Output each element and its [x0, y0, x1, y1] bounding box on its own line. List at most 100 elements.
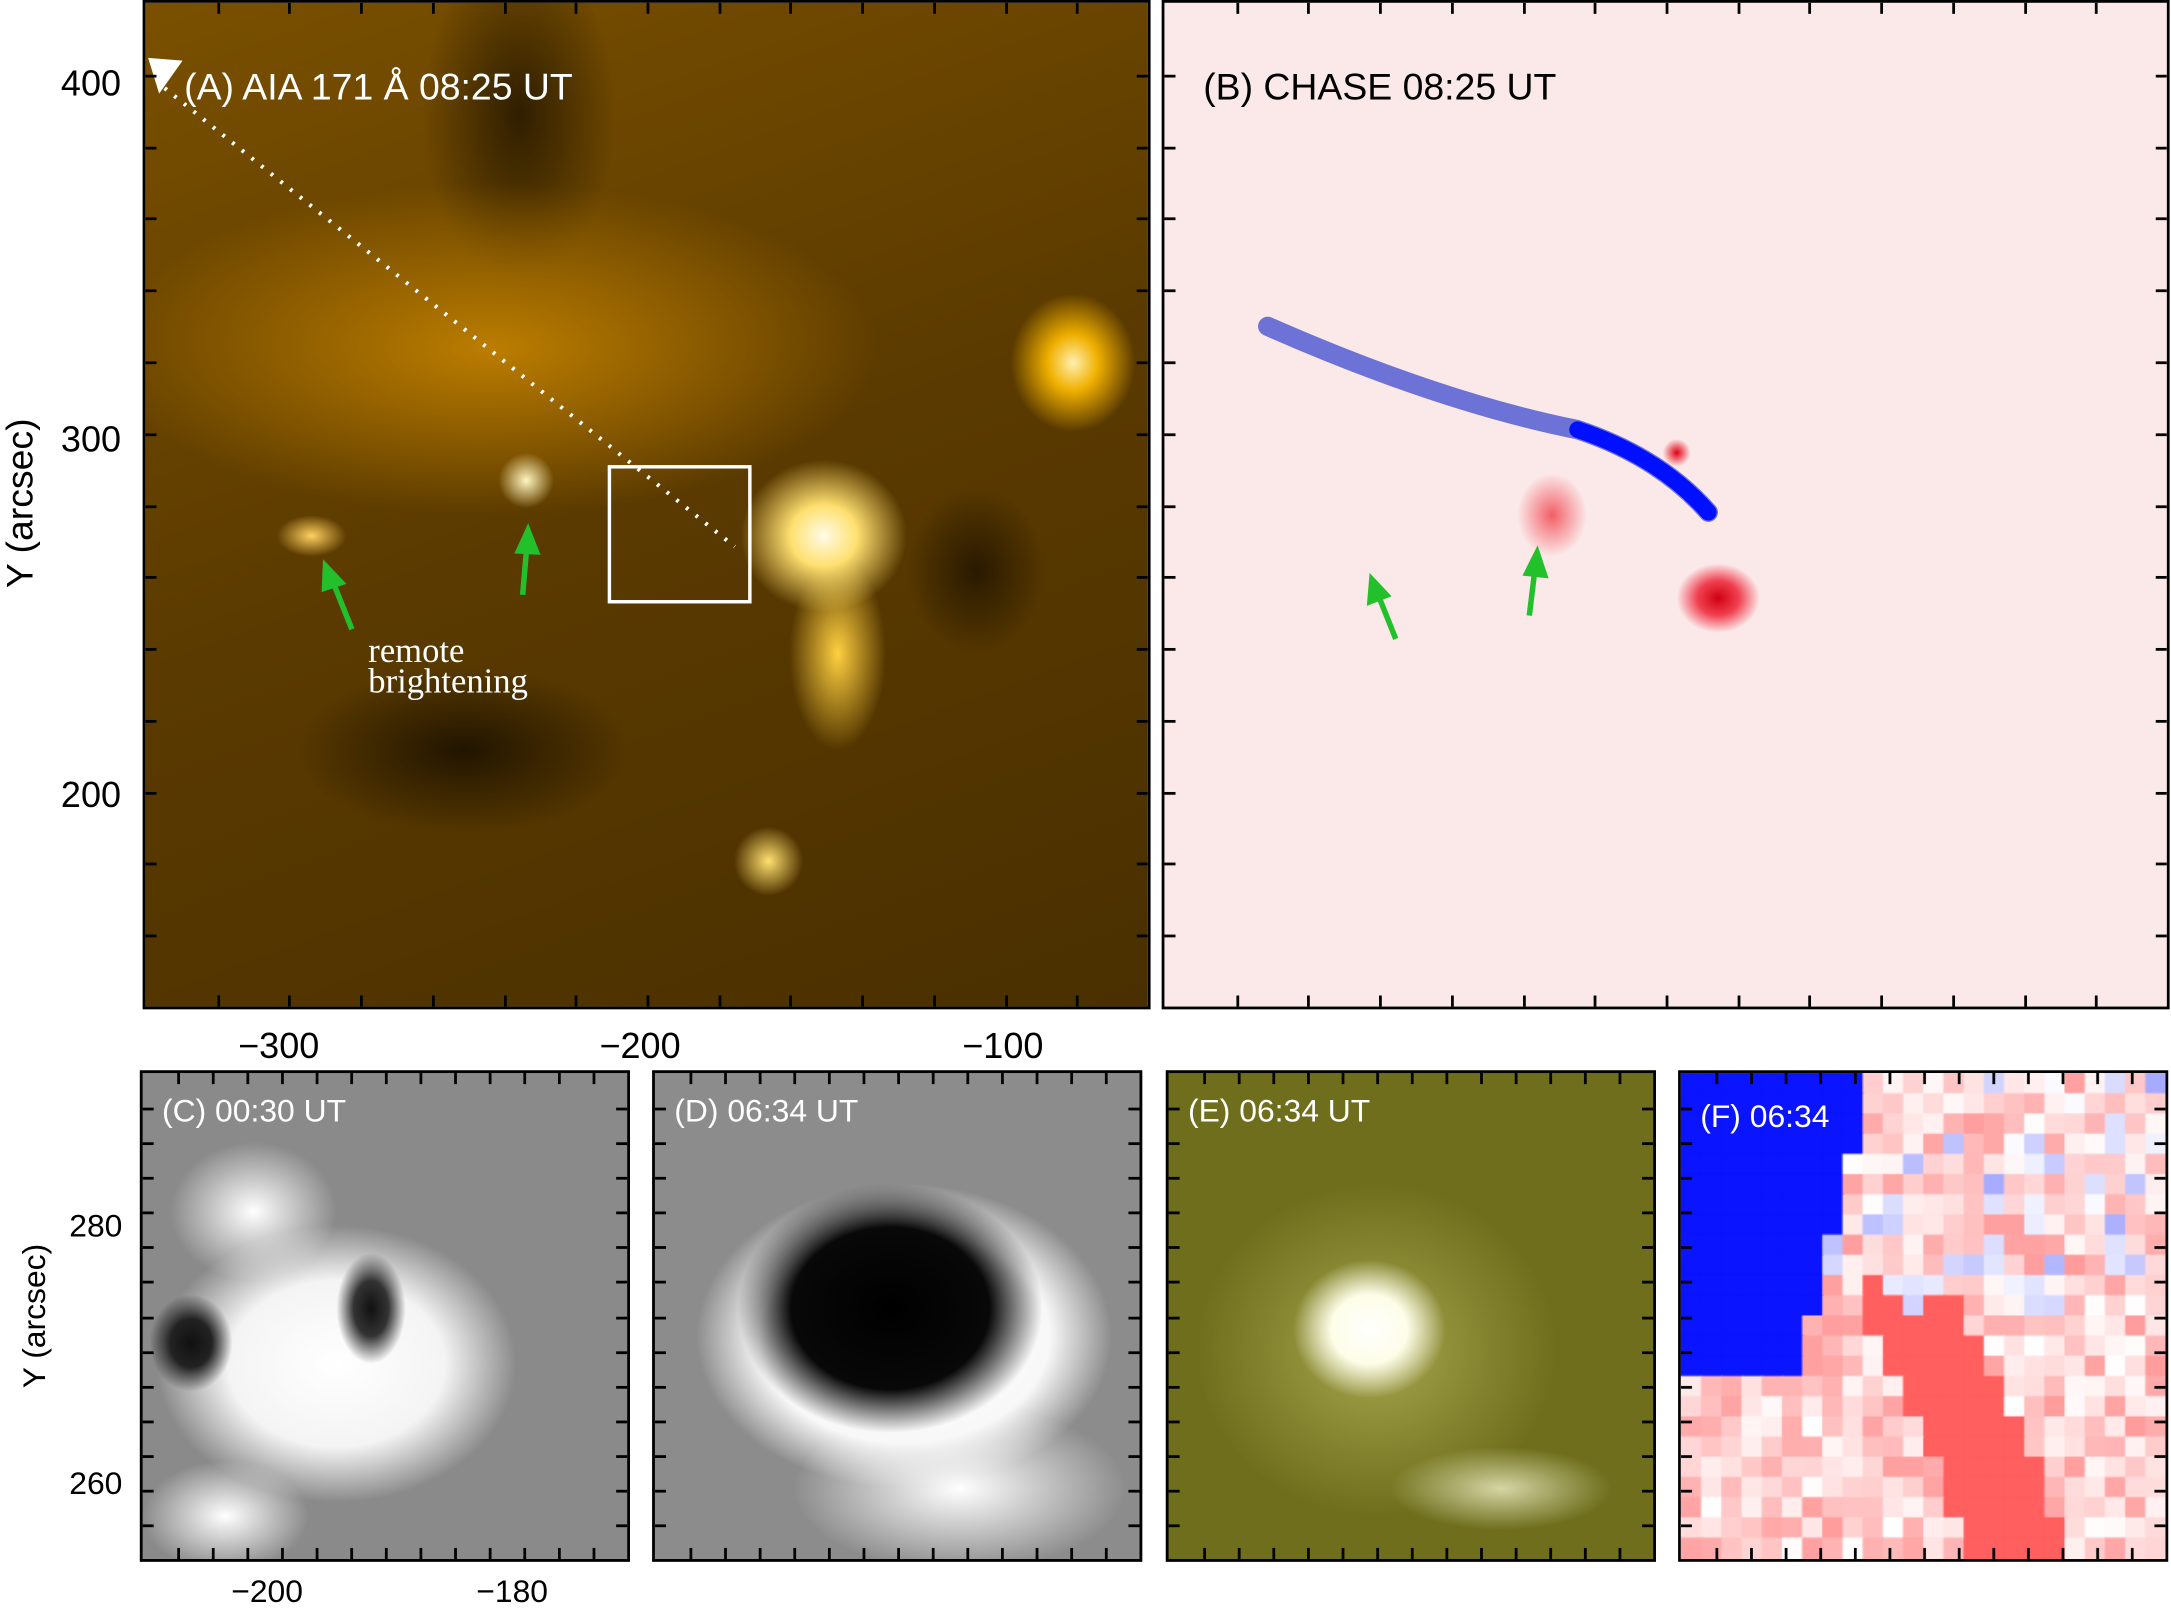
axis-tick — [861, 2, 865, 14]
axis-tick — [2154, 1107, 2166, 1111]
axis-tick — [1104, 1547, 1108, 1560]
axis-tick — [1784, 1073, 1788, 1085]
axis-tick — [1004, 995, 1008, 1007]
axis-tick — [1237, 1547, 1241, 1560]
axis-tick — [1376, 1547, 1380, 1560]
x-tick-label: −300 — [238, 1024, 320, 1067]
axis-tick — [1168, 1385, 1180, 1389]
axis-tick — [1642, 1385, 1654, 1389]
axis-tick — [1480, 1547, 1483, 1560]
axis-tick — [1888, 1547, 1892, 1560]
axis-tick — [1784, 1547, 1788, 1560]
axis-tick — [142, 1177, 154, 1180]
axis-tick — [1164, 217, 1176, 221]
axis-tick — [1272, 1547, 1276, 1560]
axis-tick — [246, 1073, 250, 1085]
axis-tick — [557, 1073, 561, 1085]
axis-tick — [288, 995, 292, 1007]
axis-tick — [1136, 289, 1148, 293]
axis-tick — [145, 719, 157, 723]
axis-tick — [1070, 1547, 1074, 1560]
panel-d-image: (D) 06:34 UT — [652, 1070, 1143, 1562]
axis-tick — [616, 1385, 628, 1389]
axis-tick — [2023, 995, 2027, 1007]
axis-tick — [1341, 1547, 1345, 1560]
axis-tick — [827, 1547, 831, 1560]
axis-tick — [2154, 1316, 2166, 1319]
axis-tick — [1808, 2, 1812, 14]
axis-tick — [2154, 1489, 2166, 1493]
axis-tick — [616, 1454, 628, 1458]
axis-tick — [1410, 1073, 1414, 1085]
axis-tick — [315, 1073, 319, 1085]
axis-tick — [616, 1489, 628, 1493]
axis-tick — [616, 1281, 628, 1285]
x-tick-label: −200 — [599, 1024, 681, 1067]
axis-tick — [654, 1489, 666, 1493]
axis-tick — [1480, 1073, 1483, 1085]
axis-tick — [1307, 1547, 1310, 1560]
axis-tick — [142, 1454, 154, 1458]
axis-tick — [1514, 1073, 1518, 1085]
axis-tick — [1128, 1316, 1140, 1319]
axis-tick — [177, 1547, 180, 1560]
axis-tick — [142, 1385, 154, 1389]
axis-tick — [1952, 2, 1955, 14]
axis-tick — [1642, 1420, 1654, 1423]
axis-tick — [1164, 648, 1176, 651]
axis-tick — [145, 934, 157, 938]
axis-tick — [654, 1211, 666, 1215]
axis-tick — [616, 1420, 628, 1423]
panel-c-label: (C) 00:30 UT — [161, 1092, 347, 1129]
axis-tick — [1549, 1073, 1553, 1085]
axis-tick — [1583, 1547, 1587, 1560]
axis-tick — [1136, 146, 1148, 149]
axis-tick — [145, 432, 157, 436]
panel-a-aia-image: (A) AIA 171 Å 08:25 UT remote brightenin… — [142, 0, 1151, 1010]
axis-tick — [2027, 1073, 2030, 1085]
green-arrow-icon — [321, 559, 355, 631]
panel-f-pixel-map — [1680, 1073, 2166, 1560]
axis-tick — [1853, 1073, 1857, 1085]
axis-tick — [1164, 576, 1176, 580]
axis-tick — [2155, 217, 2167, 221]
axis-tick — [1880, 995, 1884, 1007]
axis-tick — [1236, 2, 1239, 14]
axis-tick — [718, 2, 721, 14]
axis-tick — [1680, 1107, 1692, 1111]
panel-e-label: (E) 06:34 UT — [1187, 1092, 1371, 1129]
panel-f-image: (F) 06:34 — [1678, 1070, 2169, 1562]
axis-tick — [1128, 1454, 1140, 1458]
axis-tick — [1164, 146, 1176, 149]
axis-tick — [1680, 1211, 1692, 1215]
axis-tick — [1168, 1489, 1180, 1493]
axis-tick — [2154, 1350, 2166, 1354]
axis-tick — [1168, 1420, 1180, 1423]
axis-tick — [1004, 2, 1008, 14]
y-tick-label: 260 — [69, 1464, 123, 1501]
axis-tick — [1952, 995, 1955, 1007]
axis-tick — [1819, 1073, 1823, 1085]
axis-tick — [1680, 1246, 1692, 1250]
axis-tick — [758, 1073, 762, 1085]
axis-tick — [689, 1547, 693, 1560]
axis-tick — [1737, 995, 1740, 1007]
blue-polarity-streak — [1258, 316, 1718, 522]
axis-tick — [1076, 2, 1079, 14]
panel-d-label: (D) 06:34 UT — [674, 1092, 859, 1129]
axis-tick — [616, 1211, 628, 1215]
axis-tick — [1750, 1073, 1753, 1085]
dotted-line — [163, 86, 737, 549]
axis-tick — [142, 1524, 154, 1528]
x-tick-label: −100 — [962, 1024, 1044, 1067]
axis-tick — [1642, 1350, 1654, 1354]
axis-tick — [654, 1246, 666, 1250]
axis-tick — [360, 2, 363, 14]
axis-tick — [216, 2, 220, 14]
axis-tick — [2154, 1454, 2166, 1458]
axis-tick — [145, 74, 157, 78]
axis-tick — [1549, 1547, 1553, 1560]
axis-tick — [1136, 863, 1148, 866]
axis-tick — [145, 217, 157, 221]
